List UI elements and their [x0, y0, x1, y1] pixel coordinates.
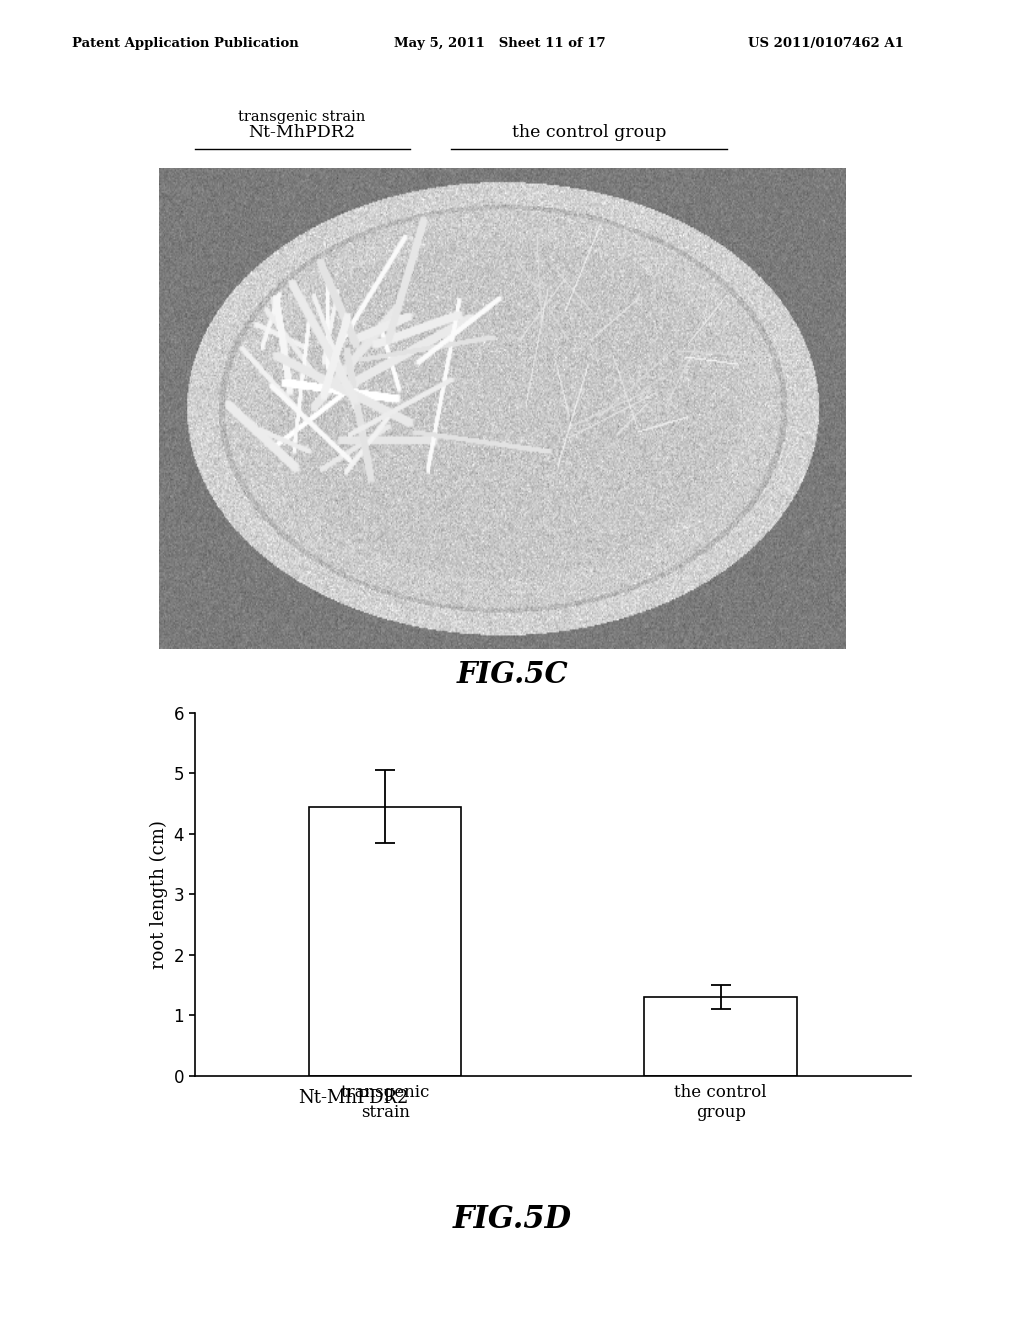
Text: US 2011/0107462 A1: US 2011/0107462 A1	[748, 37, 903, 50]
Text: FIG.5D: FIG.5D	[453, 1204, 571, 1234]
Text: Patent Application Publication: Patent Application Publication	[72, 37, 298, 50]
Text: the control group: the control group	[512, 124, 666, 141]
Bar	[309, 807, 462, 1076]
Text: Nt-MhPDR2: Nt-MhPDR2	[249, 124, 355, 141]
Bar	[644, 997, 797, 1076]
Text: Nt-MhPDR2: Nt-MhPDR2	[298, 1089, 409, 1107]
Text: transgenic strain: transgenic strain	[239, 110, 366, 124]
Text: FIG.5C: FIG.5C	[456, 660, 568, 689]
Y-axis label: root length (cm): root length (cm)	[150, 820, 168, 969]
Text: May 5, 2011   Sheet 11 of 17: May 5, 2011 Sheet 11 of 17	[394, 37, 606, 50]
